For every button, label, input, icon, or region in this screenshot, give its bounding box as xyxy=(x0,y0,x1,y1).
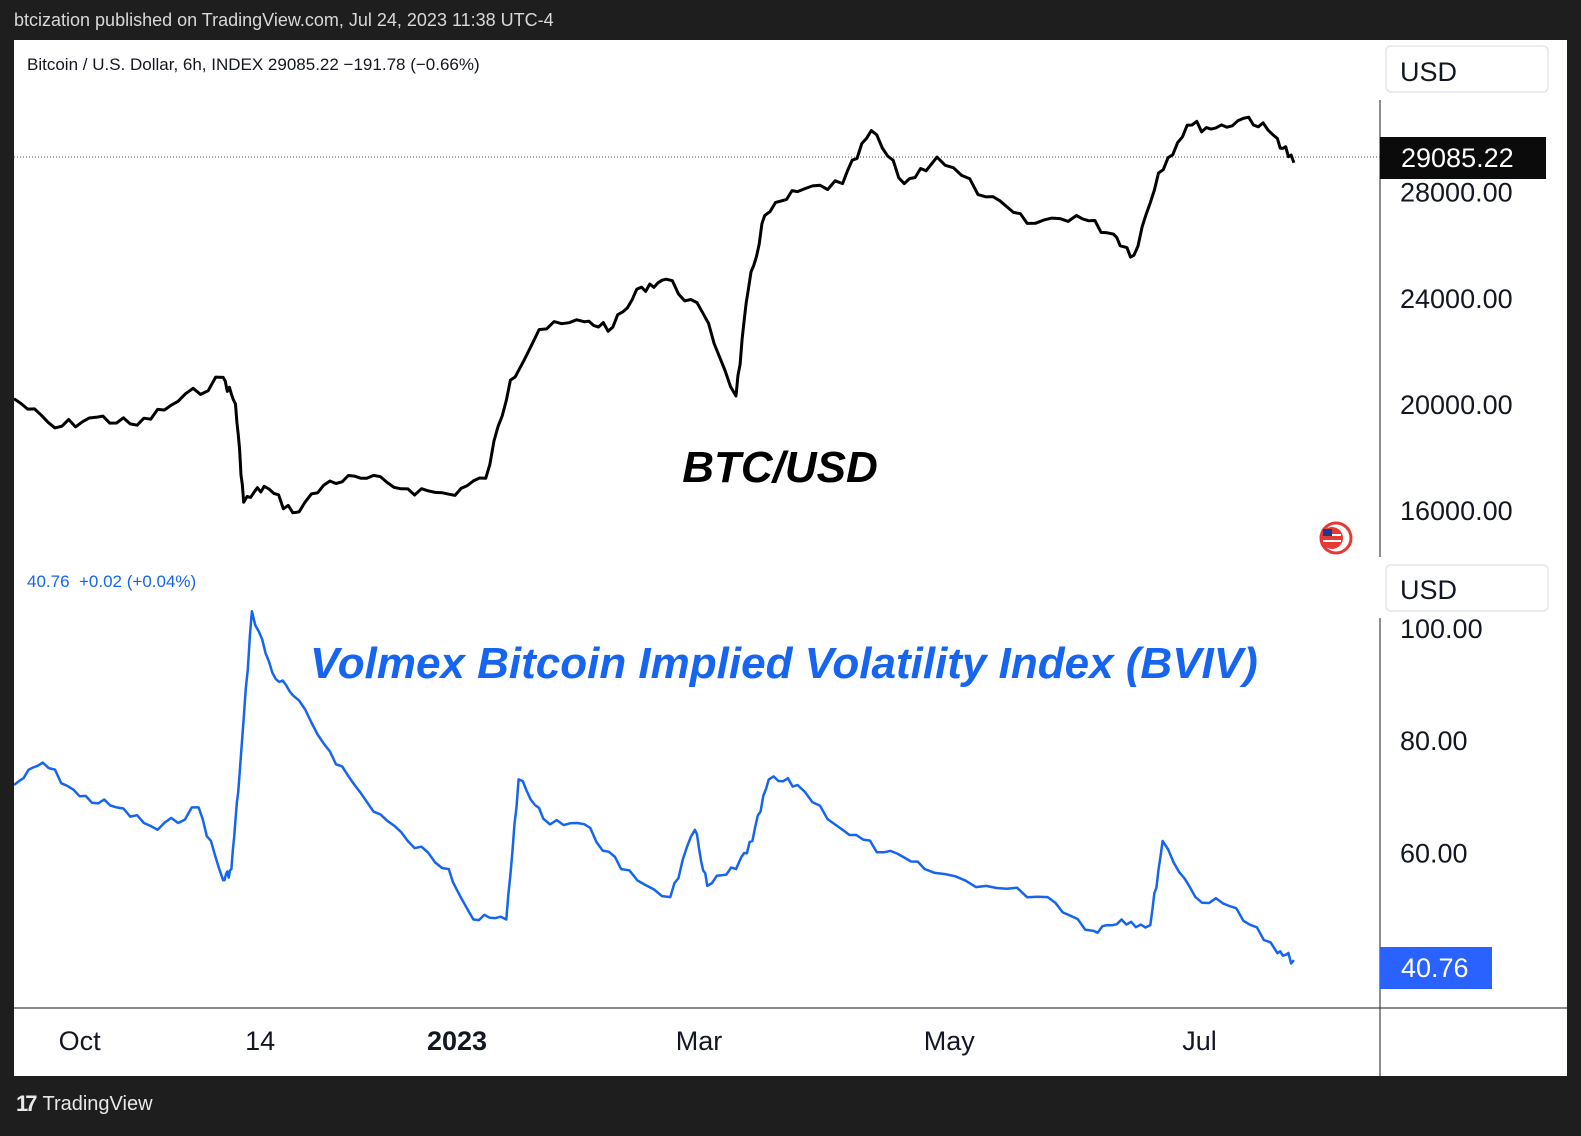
us-flag-icon[interactable] xyxy=(1319,521,1353,555)
x-tick-label: 14 xyxy=(245,1026,275,1056)
btc-annotation: BTC/USD xyxy=(682,443,878,492)
bviv-annotation: Volmex Bitcoin Implied Volatility Index … xyxy=(310,639,1258,688)
bviv-currency-label: USD xyxy=(1400,575,1457,605)
y-tick-label: 28000.00 xyxy=(1400,178,1513,208)
btc-currency-button[interactable]: USD xyxy=(1385,45,1549,93)
last-bviv-label: 40.76 xyxy=(1380,947,1492,989)
y-tick-label: 20000.00 xyxy=(1400,390,1513,420)
tradingview-mark-icon: 17 xyxy=(16,1091,38,1116)
y-tick-label: 24000.00 xyxy=(1400,284,1513,314)
tradingview-logo[interactable]: 17 TradingView xyxy=(16,1091,153,1117)
y-tick-label: 60.00 xyxy=(1400,838,1468,868)
x-tick-label: Mar xyxy=(676,1026,723,1056)
last-price-text: 29085.22 xyxy=(1401,143,1514,173)
x-tick-label: May xyxy=(924,1026,976,1056)
btc-legend: Bitcoin / U.S. Dollar, 6h, INDEX 29085.2… xyxy=(27,55,480,74)
bviv-pane[interactable]: 100.00 80.00 60.00 40.76 +0.02 (+0.04%) Vo… xyxy=(13,572,1483,965)
chart-frame: 28000.00 24000.00 20000.00 16000.00 Bitcoin… xyxy=(13,40,1567,1076)
bviv-currency-button[interactable]: USD xyxy=(1385,564,1549,612)
last-price-label: 29085.22 xyxy=(1380,137,1546,179)
bviv-line xyxy=(13,609,1295,965)
x-tick-label: Jul xyxy=(1182,1026,1217,1056)
publisher-line: btcization published on TradingView.com,… xyxy=(14,10,554,30)
x-tick-label: Oct xyxy=(59,1026,102,1056)
y-tick-label: 80.00 xyxy=(1400,726,1468,756)
x-tick-label: 2023 xyxy=(427,1026,487,1056)
btc-pane[interactable]: 28000.00 24000.00 20000.00 16000.00 Bitcoin… xyxy=(13,55,1513,555)
btc-currency-label: USD xyxy=(1400,57,1457,87)
bviv-legend: 40.76 +0.02 (+0.04%) xyxy=(27,572,196,591)
btc-price-line xyxy=(13,115,1296,515)
y-tick-label: 16000.00 xyxy=(1400,496,1513,526)
last-bviv-text: 40.76 xyxy=(1401,953,1469,983)
y-tick-label: 100.00 xyxy=(1400,614,1483,644)
tradingview-logo-text: TradingView xyxy=(42,1092,153,1115)
time-axis[interactable]: Oct 14 2023 Mar May Jul xyxy=(59,1026,1217,1056)
chart-svg: 28000.00 24000.00 20000.00 16000.00 Bitcoin… xyxy=(13,45,1567,1076)
